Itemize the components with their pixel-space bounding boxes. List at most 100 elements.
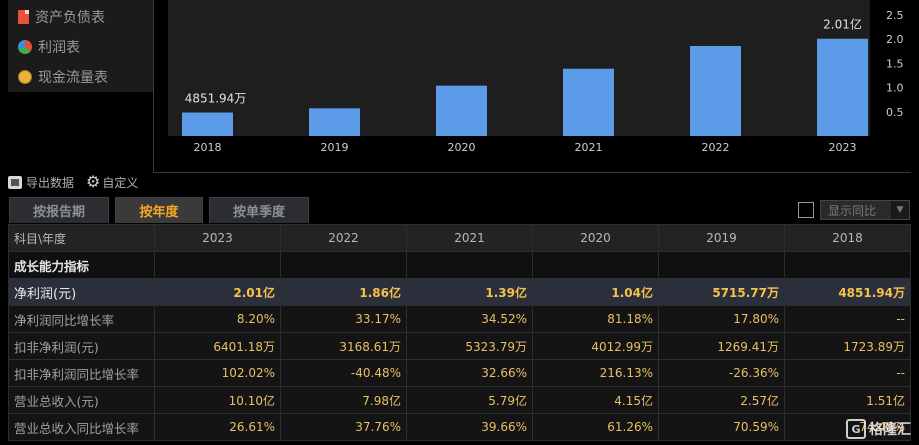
export-icon xyxy=(8,175,22,189)
gear-icon: ⚙ xyxy=(86,172,101,191)
table-header-row: 科目\年度 2023 2022 2021 2020 2019 2018 xyxy=(8,224,911,252)
show-yoy-toggle[interactable]: 显示同比 ▼ xyxy=(820,200,910,220)
cell-value: 1723.89万 xyxy=(784,332,911,360)
menu-item-cash-flow[interactable]: 现金流量表 xyxy=(18,64,108,90)
row-label: 营业总收入同比增长率 xyxy=(8,413,155,441)
x-tick-label: 2019 xyxy=(321,141,349,154)
row-label: 扣非净利润同比增长率 xyxy=(8,359,155,387)
chevron-down-icon: ▼ xyxy=(891,201,909,219)
cell-value: 10.10亿 xyxy=(154,386,281,414)
cell-value: 102.02% xyxy=(154,359,281,387)
x-tick-label: 2023 xyxy=(829,141,857,154)
cell-value: 1.51亿 xyxy=(784,386,911,414)
header-cell-year[interactable]: 2018 xyxy=(784,224,911,252)
table-row[interactable]: 扣非净利润同比增长率 102.02% -40.48% 32.66% 216.13% -26… xyxy=(8,359,911,387)
cell-value: -- xyxy=(784,359,911,387)
tab-by-quarter[interactable]: 按单季度 xyxy=(209,197,309,223)
document-icon xyxy=(18,10,29,24)
cell-value: 1.39亿 xyxy=(406,278,533,306)
cell-value: 3168.61万 xyxy=(280,332,407,360)
chart-panel xyxy=(153,0,911,173)
cell-value: -40.48% xyxy=(280,359,407,387)
cell-value: -26.36% xyxy=(658,359,785,387)
cell-value: 1269.41万 xyxy=(658,332,785,360)
data-label: 4851.94万 xyxy=(185,92,247,106)
header-cell-year[interactable]: 2022 xyxy=(280,224,407,252)
cell-value: 70.59% xyxy=(658,413,785,441)
cell-value: 4.15亿 xyxy=(532,386,659,414)
cell-value: 37.76% xyxy=(280,413,407,441)
tab-by-year[interactable]: 按年度 xyxy=(115,197,203,223)
cell-value: 32.66% xyxy=(406,359,533,387)
cell-value: 81.18% xyxy=(532,305,659,333)
header-cell-year[interactable]: 2019 xyxy=(658,224,785,252)
cell-value: 216.13% xyxy=(532,359,659,387)
export-label: 导出数据 xyxy=(26,175,75,190)
bar-2020[interactable] xyxy=(436,85,487,136)
data-label: 2.01亿 xyxy=(823,17,862,32)
menu-item-label: 现金流量表 xyxy=(38,70,108,86)
menu-item-income-statement[interactable]: 利润表 xyxy=(18,34,80,60)
header-cell-year[interactable]: 2020 xyxy=(532,224,659,252)
y-tick-label: 0.5 xyxy=(886,106,904,119)
table-row[interactable]: 营业总收入(元) 10.10亿 7.98亿 5.79亿 4.15亿 2.57亿 1.51亿 xyxy=(8,386,911,414)
show-yoy-label: 显示同比 xyxy=(828,203,877,218)
x-tick-label: 2022 xyxy=(702,141,730,154)
cell-value: 4012.99万 xyxy=(532,332,659,360)
cell-value: 33.17% xyxy=(280,305,407,333)
cell-value: 2.01亿 xyxy=(154,278,281,306)
y-tick-label: 2.0 xyxy=(886,33,904,46)
cell-value: 5715.77万 xyxy=(658,278,785,306)
customize-label: 自定义 xyxy=(102,175,139,190)
table-row[interactable]: 营业总收入同比增长率 26.61% 37.76% 39.66% 61.26% 70.59%… xyxy=(8,413,911,441)
header-cell-label: 科目\年度 xyxy=(8,224,155,252)
menu-item-label: 资产负债表 xyxy=(35,10,105,26)
section-label: 成长能力指标 xyxy=(8,251,155,279)
row-label: 扣非净利润(元) xyxy=(8,332,155,360)
table-row[interactable]: 净利润同比增长率 8.20% 33.17% 34.52% 81.18% 17.80% -- xyxy=(8,305,911,333)
y-tick-label: 2.5 xyxy=(886,9,904,22)
menu-item-label: 利润表 xyxy=(38,40,80,56)
watermark-logo: G 格隆汇 xyxy=(846,419,911,439)
table-row[interactable]: 净利润(元) 2.01亿 1.86亿 1.39亿 1.04亿 5715.77万 4851.9… xyxy=(8,278,911,306)
bar-2019[interactable] xyxy=(309,108,360,136)
bar-2022[interactable] xyxy=(690,45,741,137)
y-tick-label: 1.5 xyxy=(886,57,904,70)
cell-value: 26.61% xyxy=(154,413,281,441)
bar-2021[interactable] xyxy=(563,68,614,136)
row-label: 净利润同比增长率 xyxy=(8,305,155,333)
tab-by-report-period[interactable]: 按报告期 xyxy=(9,197,109,223)
cell-value: 6401.18万 xyxy=(154,332,281,360)
table-row[interactable]: 扣非净利润(元) 6401.18万 3168.61万 5323.79万 4012.99万… xyxy=(8,332,911,360)
header-cell-year[interactable]: 2023 xyxy=(154,224,281,252)
cell-value: 34.52% xyxy=(406,305,533,333)
cell-value: 7.98亿 xyxy=(280,386,407,414)
financial-indicator-table: 科目\年度 2023 2022 2021 2020 2019 2018 成长能力… xyxy=(8,224,911,441)
yoy-checkbox[interactable] xyxy=(798,202,814,218)
cell-value: 4851.94万 xyxy=(784,278,911,306)
x-tick-label: 2018 xyxy=(194,141,222,154)
cell-value: 2.57亿 xyxy=(658,386,785,414)
row-label: 净利润(元) xyxy=(8,278,155,306)
cell-value: 5323.79万 xyxy=(406,332,533,360)
cell-value: -- xyxy=(784,305,911,333)
report-menu: 资产负债表 利润表 现金流量表 xyxy=(8,0,153,92)
logo-icon: G xyxy=(846,419,866,439)
bar-2023[interactable] xyxy=(817,38,868,136)
customize-button[interactable]: ⚙ 自定义 xyxy=(86,173,138,191)
chart-plot-area xyxy=(168,0,870,136)
cell-value: 1.04亿 xyxy=(532,278,659,306)
export-data-button[interactable]: 导出数据 xyxy=(8,173,74,191)
header-cell-year[interactable]: 2021 xyxy=(406,224,533,252)
cell-value: 17.80% xyxy=(658,305,785,333)
cell-value: 39.66% xyxy=(406,413,533,441)
bar-2018[interactable] xyxy=(182,112,233,136)
x-tick-label: 2020 xyxy=(448,141,476,154)
x-tick-label: 2021 xyxy=(575,141,603,154)
section-row: 成长能力指标 xyxy=(8,251,911,279)
pie-chart-icon xyxy=(18,40,32,54)
menu-item-balance-sheet[interactable]: 资产负债表 xyxy=(18,4,105,30)
cell-value: 1.86亿 xyxy=(280,278,407,306)
net-profit-bar-chart: 2018 4851.94万 2019 2020 2021 2022 2023 2.01亿 0.5… xyxy=(182,9,904,154)
watermark-text: 格隆汇 xyxy=(869,422,911,438)
